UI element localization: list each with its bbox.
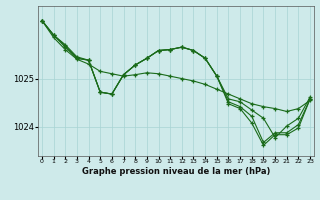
X-axis label: Graphe pression niveau de la mer (hPa): Graphe pression niveau de la mer (hPa) <box>82 167 270 176</box>
